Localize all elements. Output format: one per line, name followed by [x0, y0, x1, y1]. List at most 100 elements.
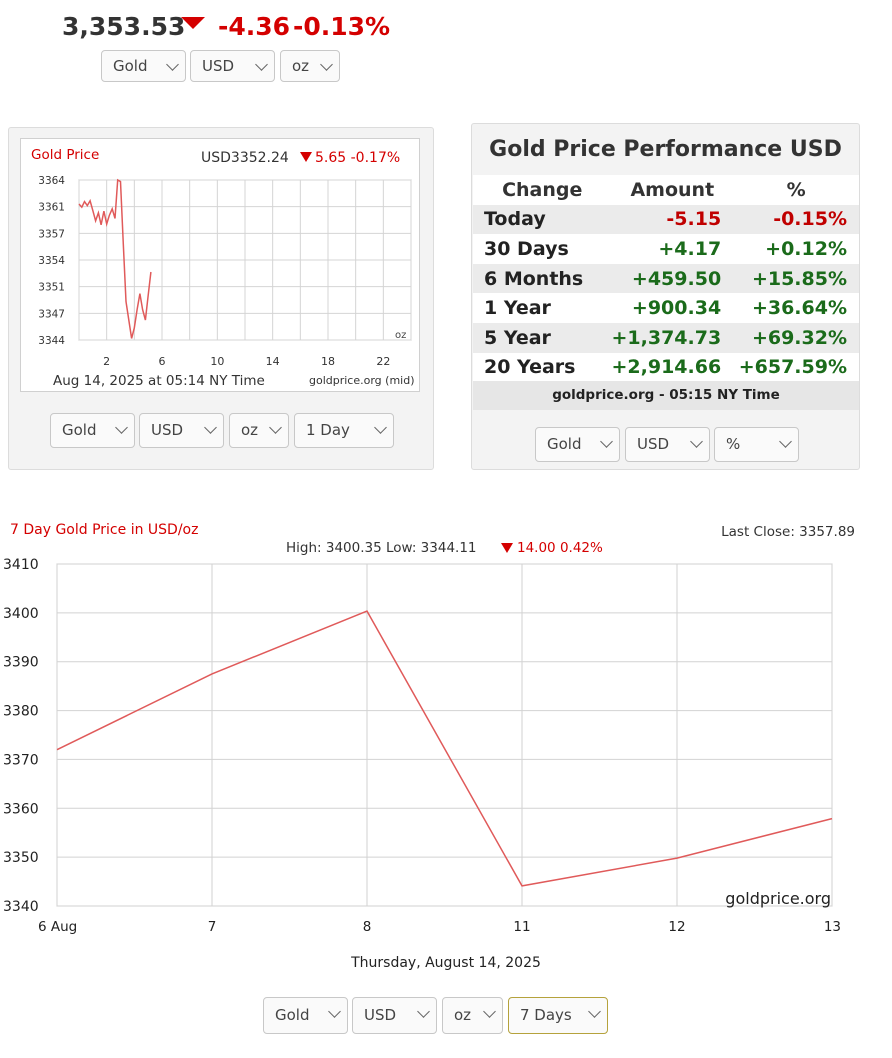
mini-chart-x-tick: 10: [210, 355, 224, 368]
perf-currency-select[interactable]: USD: [625, 427, 710, 462]
chevron-down-icon: [690, 435, 703, 448]
chevron-down-icon: [374, 421, 387, 434]
chevron-down-icon: [779, 435, 792, 448]
row-amount: +1,374.73: [611, 322, 734, 353]
chevron-down-icon: [269, 421, 282, 434]
row-amount: -5.15: [611, 204, 734, 235]
performance-header-row: Change Amount %: [473, 175, 859, 205]
mini-chart-series-line: [78, 178, 152, 339]
mini-chart-y-ticks: 3364 3361 3357 3354 3351 3347 3344: [38, 175, 65, 347]
performance-table: Change Amount % Today -5.15 -0.15% 30 Da…: [473, 175, 859, 383]
header-metal-value: Gold: [113, 57, 148, 75]
big-chart-y-tick: 3370: [3, 752, 39, 768]
chevron-down-icon: [255, 58, 268, 71]
perf-unit-select[interactable]: %: [714, 427, 799, 462]
big-chart-y-tick: 3380: [3, 704, 39, 720]
mini-chart-y-tick: 3344: [38, 335, 65, 347]
mini-chart: Gold Price USD3352.24 5.65 -0.17% 3364 33…: [20, 138, 420, 392]
down-arrow-icon: [501, 543, 513, 553]
big-metal-value: Gold: [275, 1006, 310, 1024]
big-chart-plot-frame: [56, 563, 833, 907]
mini-unit-select[interactable]: oz: [229, 413, 289, 448]
mini-chart-x-ticks: 2 6 10 14 18 22: [103, 355, 390, 368]
chevron-down-icon: [328, 1005, 341, 1018]
performance-title: Gold Price Performance USD: [489, 137, 842, 162]
row-percent: -0.15%: [733, 204, 859, 235]
big-chart-x-tick: 11: [513, 919, 530, 935]
mini-unit-value: oz: [241, 421, 259, 439]
row-amount: +900.34: [611, 293, 734, 323]
table-row: Today -5.15 -0.15%: [473, 204, 859, 235]
big-chart-last-close: Last Close: 3357.89: [721, 524, 855, 540]
down-arrow-icon: [300, 152, 312, 162]
chevron-down-icon: [115, 421, 128, 434]
table-row: 6 Months +459.50 +15.85%: [473, 263, 859, 294]
row-label: 5 Year: [473, 322, 612, 353]
perf-metal-select[interactable]: Gold: [535, 427, 620, 462]
mini-chart-grid: [78, 179, 412, 341]
mini-range-select[interactable]: 1 Day: [294, 413, 394, 448]
big-chart-change: 14.00 0.42%: [517, 540, 603, 556]
price-change-percent: -0.13%: [293, 12, 391, 41]
big-currency-select[interactable]: USD: [352, 997, 437, 1034]
big-chart-y-tick: 3410: [3, 557, 39, 573]
mini-chart-y-tick: 3364: [38, 175, 65, 187]
big-chart-x-tick: 6 Aug: [38, 919, 77, 935]
mini-chart-x-tick: 14: [266, 355, 280, 368]
row-percent: +657.59%: [733, 352, 859, 383]
row-label: 1 Year: [473, 293, 612, 323]
chevron-down-icon: [600, 435, 613, 448]
table-row: 20 Years +2,914.66 +657.59%: [473, 352, 859, 383]
mini-range-value: 1 Day: [306, 421, 350, 439]
header-percent: %: [733, 175, 859, 205]
row-label: 20 Years: [473, 352, 612, 383]
big-range-value: 7 Days: [520, 1006, 572, 1024]
big-chart-y-tick: 3360: [3, 801, 39, 817]
big-unit-select[interactable]: oz: [442, 997, 503, 1034]
mini-chart-y-tick: 3354: [38, 255, 65, 267]
row-amount: +459.50: [611, 263, 734, 294]
header-currency-value: USD: [202, 57, 235, 75]
big-metal-select[interactable]: Gold: [263, 997, 348, 1034]
big-chart-x-tick: 7: [208, 919, 217, 935]
mini-chart-unit-label: oz: [395, 330, 406, 341]
table-row: 30 Days +4.17 +0.12%: [473, 234, 859, 264]
mini-chart-x-tick: 22: [376, 355, 390, 368]
big-chart-y-tick: 3390: [3, 655, 39, 671]
performance-footer: goldprice.org - 05:15 NY Time: [473, 381, 859, 410]
big-chart-x-tick: 13: [824, 919, 841, 935]
header-change: Change: [473, 175, 612, 205]
mini-chart-source: goldprice.org (mid): [309, 374, 415, 387]
header-amount: Amount: [611, 175, 734, 205]
big-range-select[interactable]: 7 Days: [508, 997, 608, 1034]
big-chart-y-tick: 3350: [3, 850, 39, 866]
big-chart-grid: [56, 563, 833, 907]
mini-chart-svg: Gold Price USD3352.24 5.65 -0.17% 336433…: [31, 147, 415, 389]
chevron-down-icon: [204, 421, 217, 434]
big-chart-series-line: [56, 610, 833, 887]
row-label: 30 Days: [473, 234, 612, 264]
mini-chart-y-tick: 3351: [38, 282, 65, 294]
mini-chart-date: Aug 14, 2025 at 05:14 NY Time: [53, 373, 265, 389]
big-chart-high-low: High: 3400.35 Low: 3344.11: [286, 540, 477, 556]
big-chart-x-tick: 12: [668, 919, 685, 935]
current-price: 3,353.53: [62, 12, 186, 41]
row-percent: +0.12%: [733, 234, 859, 264]
big-chart-y-ticks: 3410 3400 3390 3380 3370 3360 3350 3340: [3, 557, 39, 915]
row-amount: +2,914.66: [611, 352, 734, 383]
big-chart-title: 7 Day Gold Price in USD/oz: [10, 522, 198, 538]
mini-chart-price: USD3352.24: [201, 150, 289, 166]
mini-metal-select[interactable]: Gold: [50, 413, 135, 448]
header-currency-select[interactable]: USD: [190, 50, 275, 82]
big-chart-y-tick: 3400: [3, 606, 39, 622]
row-percent: +15.85%: [733, 263, 859, 294]
big-chart-y-tick: 3340: [3, 899, 39, 915]
row-percent: +36.64%: [733, 293, 859, 323]
mini-currency-select[interactable]: USD: [139, 413, 224, 448]
table-row: 1 Year +900.34 +36.64%: [473, 293, 859, 323]
header-metal-select[interactable]: Gold: [101, 50, 186, 82]
mini-chart-title: Gold Price: [31, 147, 99, 163]
header-unit-select[interactable]: oz: [280, 50, 340, 82]
mini-chart-x-tick: 18: [321, 355, 335, 368]
header-unit-value: oz: [292, 57, 310, 75]
